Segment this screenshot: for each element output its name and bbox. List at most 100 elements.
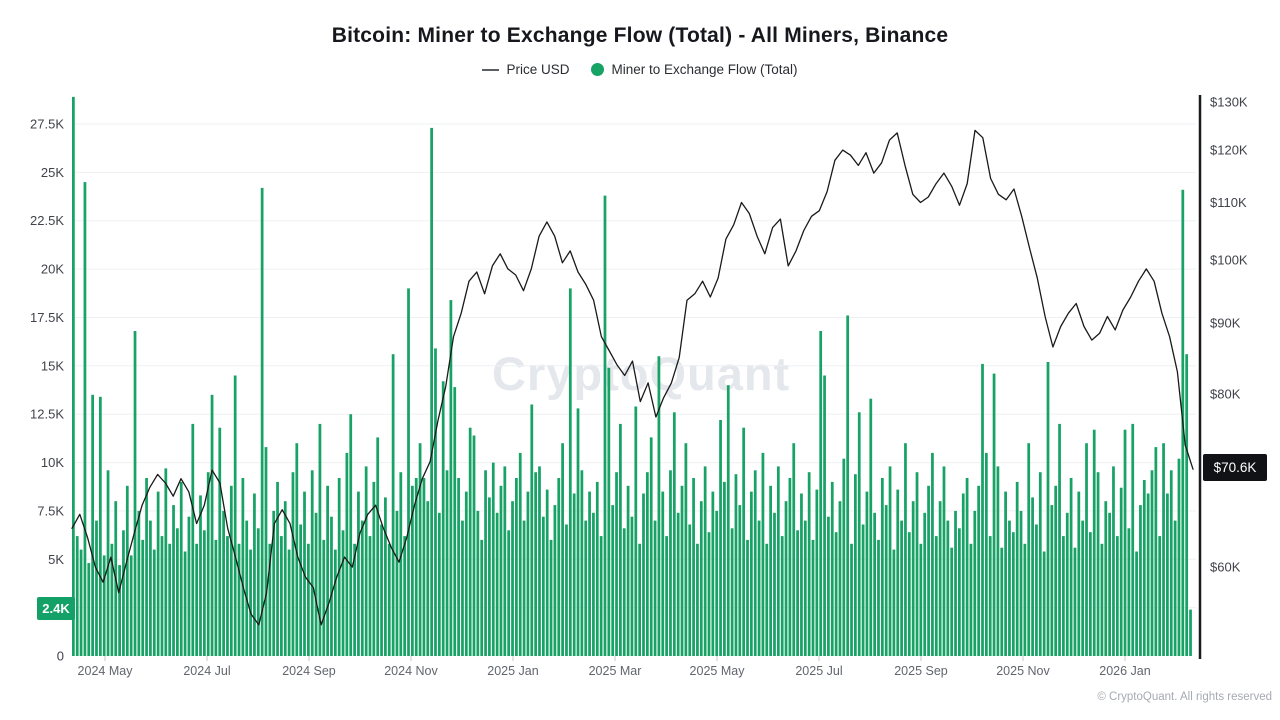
- flow-bar[interactable]: [749, 491, 753, 656]
- flow-bar[interactable]: [919, 543, 923, 656]
- flow-bar[interactable]: [518, 452, 522, 656]
- flow-bar[interactable]: [495, 512, 499, 656]
- flow-bar[interactable]: [1042, 551, 1046, 657]
- flow-bar[interactable]: [699, 501, 703, 656]
- flow-bar[interactable]: [384, 497, 387, 656]
- flow-bar[interactable]: [1019, 510, 1023, 656]
- flow-bar[interactable]: [615, 472, 618, 656]
- flow-bar[interactable]: [403, 536, 407, 656]
- flow-bar[interactable]: [934, 536, 938, 656]
- flow-bar[interactable]: [688, 524, 692, 657]
- flow-bar[interactable]: [696, 543, 699, 656]
- flow-bar[interactable]: [280, 536, 283, 656]
- flow-bar[interactable]: [176, 528, 179, 656]
- flow-bar[interactable]: [341, 530, 345, 656]
- flow-bar[interactable]: [819, 331, 823, 656]
- flow-bar[interactable]: [145, 478, 148, 656]
- flow-bar[interactable]: [183, 551, 187, 657]
- flow-bar[interactable]: [206, 472, 210, 656]
- flow-bar[interactable]: [911, 501, 915, 656]
- flow-bar[interactable]: [260, 187, 264, 656]
- flow-bar[interactable]: [461, 520, 464, 656]
- flow-bar[interactable]: [595, 481, 599, 656]
- flow-bar[interactable]: [476, 510, 480, 656]
- flow-bar[interactable]: [1011, 532, 1015, 656]
- flow-bar[interactable]: [353, 543, 356, 656]
- flow-bar[interactable]: [422, 478, 426, 656]
- flow-bar[interactable]: [607, 367, 611, 656]
- flow-bar[interactable]: [811, 539, 815, 656]
- flow-bar[interactable]: [106, 470, 110, 656]
- flow-bar[interactable]: [129, 555, 133, 656]
- flow-bar[interactable]: [441, 381, 445, 656]
- flow-bar[interactable]: [164, 468, 168, 656]
- flow-bar[interactable]: [337, 478, 341, 656]
- flow-bar[interactable]: [541, 516, 545, 656]
- flow-bar[interactable]: [603, 195, 607, 656]
- flow-bar[interactable]: [915, 472, 919, 656]
- flow-bar[interactable]: [661, 491, 665, 656]
- flow-bar[interactable]: [141, 539, 145, 656]
- flow-bar[interactable]: [484, 470, 487, 656]
- flow-bar[interactable]: [892, 549, 896, 656]
- flow-bar[interactable]: [79, 549, 83, 656]
- flow-bar[interactable]: [299, 524, 303, 657]
- flow-bar[interactable]: [1169, 470, 1173, 656]
- flow-bar[interactable]: [950, 547, 954, 656]
- flow-bar[interactable]: [507, 530, 511, 656]
- flow-bar[interactable]: [553, 505, 557, 656]
- flow-bar[interactable]: [133, 331, 137, 656]
- flow-bar[interactable]: [981, 363, 984, 656]
- flow-bar[interactable]: [753, 470, 757, 656]
- flow-bar[interactable]: [665, 536, 668, 656]
- flow-bar[interactable]: [711, 491, 715, 656]
- flow-bar[interactable]: [1035, 524, 1038, 657]
- flow-bar[interactable]: [149, 520, 152, 656]
- flow-bar[interactable]: [715, 510, 719, 656]
- flow-bar[interactable]: [599, 536, 603, 656]
- flow-bar[interactable]: [434, 348, 437, 656]
- flow-bar[interactable]: [977, 485, 981, 656]
- flow-bar[interactable]: [907, 532, 911, 656]
- flow-bar[interactable]: [576, 408, 580, 656]
- flow-bar[interactable]: [723, 481, 726, 656]
- flow-bar[interactable]: [83, 182, 87, 656]
- flow-bar[interactable]: [572, 493, 576, 657]
- flow-bar[interactable]: [395, 510, 399, 656]
- flow-bar[interactable]: [830, 481, 834, 656]
- flow-bar[interactable]: [931, 452, 934, 656]
- flow-bar[interactable]: [649, 437, 653, 656]
- flow-bar[interactable]: [414, 478, 418, 656]
- flow-bar[interactable]: [306, 543, 310, 656]
- flow-bar[interactable]: [780, 536, 784, 656]
- flow-bar[interactable]: [942, 466, 946, 656]
- legend-item-price[interactable]: Price USD: [482, 62, 569, 77]
- flow-bar[interactable]: [1088, 532, 1092, 656]
- flow-bar[interactable]: [499, 485, 503, 656]
- flow-bar[interactable]: [110, 543, 114, 656]
- flow-bar[interactable]: [488, 497, 491, 656]
- flow-bar[interactable]: [904, 443, 907, 656]
- flow-bar[interactable]: [622, 528, 626, 656]
- flow-bar[interactable]: [788, 478, 792, 656]
- flow-bar[interactable]: [1119, 487, 1123, 656]
- flow-bar[interactable]: [1104, 501, 1108, 656]
- flow-bar[interactable]: [457, 478, 460, 656]
- flow-bar[interactable]: [588, 491, 591, 656]
- flow-bar[interactable]: [318, 423, 322, 656]
- price-line[interactable]: [71, 129, 1194, 626]
- flow-bar[interactable]: [1142, 480, 1146, 656]
- flow-bar[interactable]: [580, 470, 584, 656]
- flow-bar[interactable]: [988, 536, 992, 656]
- flow-bar[interactable]: [707, 532, 711, 656]
- flow-bar[interactable]: [657, 356, 661, 656]
- flow-bar[interactable]: [1069, 478, 1073, 656]
- flow-bar[interactable]: [642, 493, 645, 657]
- flow-bar[interactable]: [1096, 472, 1100, 656]
- flow-bar[interactable]: [449, 300, 453, 656]
- flow-bar[interactable]: [156, 491, 160, 656]
- flow-bar[interactable]: [726, 385, 730, 656]
- flow-bar[interactable]: [592, 512, 595, 656]
- flow-bar[interactable]: [850, 543, 853, 656]
